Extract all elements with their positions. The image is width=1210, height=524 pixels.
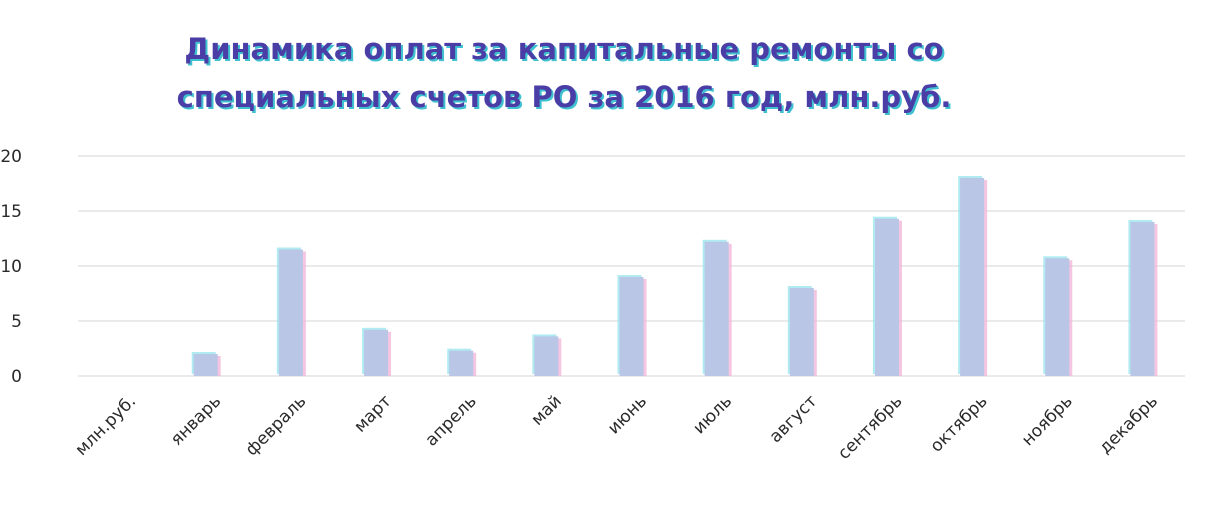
y-tick-label-3: 15 [0, 202, 22, 222]
bar-fill-4 [449, 350, 474, 376]
bar-fill-12 [1130, 222, 1155, 376]
x-category-label-1: январь [167, 391, 225, 449]
x-category-label-0: млн.руб. [72, 391, 141, 460]
bar-fill-6 [619, 277, 644, 376]
bar-fill-1 [193, 354, 218, 376]
bar-2 [276, 247, 306, 376]
y-tick-label-4: 20 [0, 147, 22, 167]
bar-7 [702, 239, 732, 376]
x-category-label-4: апрель [422, 391, 481, 450]
bar-fill-5 [534, 336, 559, 376]
chart-title-line-1: Динамика оплат за капитальные ремонты со [184, 32, 943, 66]
x-category-label-2: февраль [242, 391, 311, 460]
x-category-label-11: ноябрь [1018, 391, 1077, 450]
chart-title-line-1-shadow: Динамика оплат за капитальные ремонты со [186, 34, 945, 68]
x-category-label-6: июнь [604, 391, 651, 438]
bar-11 [1043, 256, 1073, 376]
bar-6 [617, 275, 647, 376]
x-category-label-7: июль [689, 391, 736, 438]
bar-fill-11 [1045, 258, 1070, 376]
bar-5 [532, 334, 562, 376]
bar-3 [362, 327, 392, 376]
bar-4 [447, 348, 477, 376]
y-tick-label-2: 10 [0, 257, 22, 277]
x-category-label-12: декабрь [1095, 391, 1162, 458]
bar-12 [1128, 220, 1158, 376]
bar-fill-10 [960, 178, 985, 376]
x-category-label-3: март [350, 391, 395, 436]
bar-9 [872, 216, 902, 376]
bar-fill-2 [278, 249, 303, 376]
bar-1 [191, 352, 221, 376]
y-tick-label-0: 0 [11, 367, 22, 387]
x-category-label-10: октябрь [927, 391, 992, 456]
x-axis-category-labels: млн.руб. январь февраль март апрель май июнь ию… [72, 391, 1162, 463]
y-tick-label-1: 5 [11, 312, 22, 332]
y-axis-tick-labels: 0 5 10 15 20 [0, 147, 22, 387]
x-category-label-8: август [766, 391, 822, 447]
bar-fill-3 [364, 329, 389, 376]
chart-title-line-2: специальных счетов РО за 2016 год, млн.р… [177, 80, 952, 114]
bar-fill-9 [874, 218, 899, 376]
bar-fill-7 [704, 241, 729, 376]
bar-fill-8 [789, 288, 814, 376]
x-category-label-9: сентябрь [834, 391, 906, 463]
bar-8 [787, 286, 817, 376]
bars [191, 176, 1158, 376]
chart-title-line-2-shadow: специальных счетов РО за 2016 год, млн.р… [179, 82, 954, 116]
x-category-label-5: май [527, 391, 565, 429]
bar-10 [958, 176, 988, 376]
chart-title: Динамика оплат за капитальные ремонты со… [177, 32, 954, 116]
